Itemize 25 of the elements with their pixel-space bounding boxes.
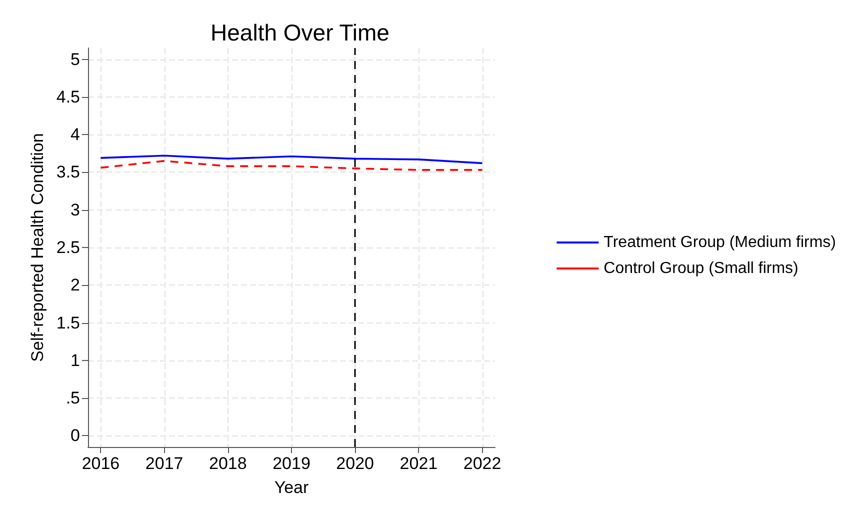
x-tick-label: 2018 bbox=[208, 454, 247, 473]
line-series bbox=[100, 160, 484, 171]
y-tick-label: 2 bbox=[70, 276, 80, 295]
chart-title: Health Over Time bbox=[210, 20, 390, 46]
x-tick-label: 2016 bbox=[82, 454, 120, 473]
legend-label: Treatment Group (Medium firms) bbox=[604, 234, 836, 251]
legend-label: Control Group (Small firms) bbox=[604, 260, 798, 277]
x-tick-label: 2021 bbox=[400, 454, 438, 473]
y-tick-label: 0 bbox=[70, 426, 80, 446]
y-axis-title: Self-reported Health Condition bbox=[28, 133, 47, 362]
y-tick-label: 4 bbox=[70, 125, 80, 144]
y-tick-label: 1.5 bbox=[56, 313, 80, 332]
x-tick-label: 2019 bbox=[272, 454, 310, 473]
x-tick-label: 2017 bbox=[145, 454, 184, 473]
y-tick-label: .5 bbox=[66, 388, 80, 408]
y-tick-label: 1 bbox=[70, 350, 80, 370]
x-axis-title: Year bbox=[274, 478, 310, 497]
line-series bbox=[100, 154, 484, 164]
y-tick-label: 3 bbox=[70, 200, 80, 220]
y-tick-label: 5 bbox=[70, 50, 80, 69]
x-tick-label: 2020 bbox=[336, 454, 374, 473]
y-tick-label: 2.5 bbox=[56, 238, 80, 257]
y-tick-label: 3.5 bbox=[56, 162, 80, 182]
y-tick-label: 4.5 bbox=[56, 87, 80, 106]
x-tick-label: 2022 bbox=[463, 454, 502, 473]
